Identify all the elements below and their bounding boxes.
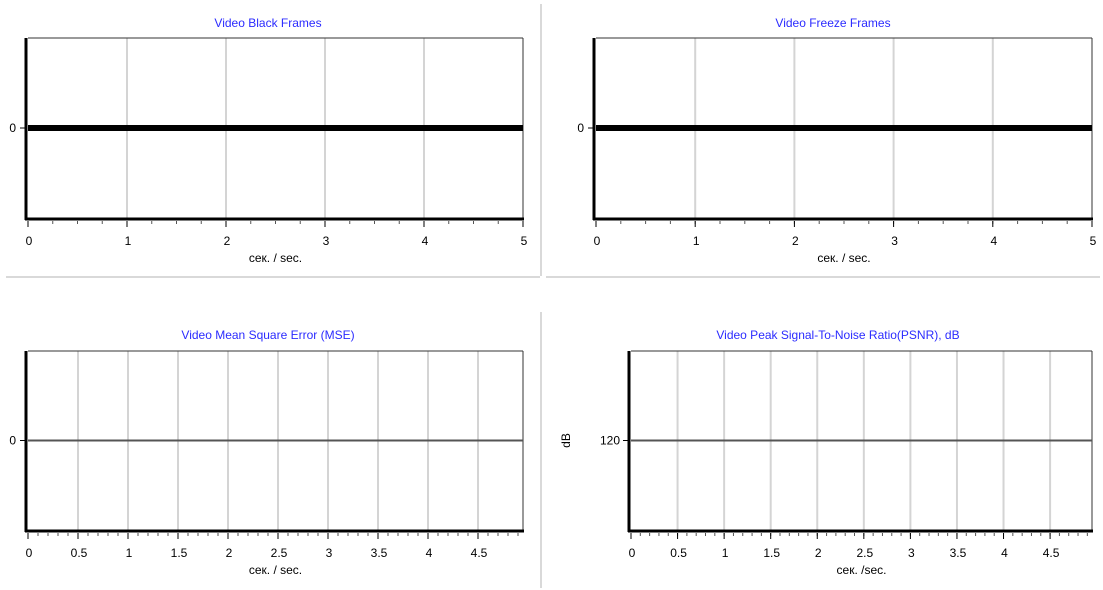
x-tick-label: 1	[125, 234, 132, 248]
x-tick-label: 0.5	[71, 546, 88, 560]
x-tick-label: 1.5	[171, 546, 188, 560]
x-tick-label: 3.5	[371, 546, 388, 560]
x-axis-label: сек. /sec.	[837, 563, 887, 577]
x-tick-label: 2	[815, 546, 822, 560]
x-tick-label: 1	[693, 234, 700, 248]
x-tick-label: 4.5	[471, 546, 488, 560]
freeze-frames-chart: Video Freeze Frames 0 1 2 3 4 5 сек. / sec. 0	[577, 16, 1097, 265]
chart-panel-mse: Video Mean Square Error (MSE) 0 0.5 1 1.5 2 2.…	[0, 312, 540, 588]
x-axis-label: сек. / sec.	[817, 251, 870, 265]
chart-panel-freeze-frames: Video Freeze Frames 0 1 2 3 4 5 сек. / sec. 0	[548, 0, 1100, 276]
x-tick-label: 0	[26, 234, 33, 248]
x-tick-label: 4.5	[1043, 546, 1060, 560]
horizontal-divider-left	[6, 276, 540, 278]
chart-panel-black-frames: Video Black Frames 0 1 2 3 4 5 сек. / sec. 0	[0, 0, 540, 276]
y-tick-label: 0	[577, 121, 584, 135]
psnr-chart: Video Peak Signal-To-Noise Ratio(PSNR), …	[559, 328, 1093, 577]
chart-title: Video Peak Signal-To-Noise Ratio(PSNR), …	[716, 328, 959, 342]
mse-chart: Video Mean Square Error (MSE) 0 0.5 1 1.5 2 2.…	[9, 328, 524, 577]
x-tick-label: 4	[426, 546, 433, 560]
chart-panel-psnr: Video Peak Signal-To-Noise Ratio(PSNR), …	[548, 312, 1100, 588]
x-tick-label: 0	[629, 546, 636, 560]
y-tick-label: 0	[9, 121, 16, 135]
x-tick-label: 3.5	[950, 546, 967, 560]
x-tick-label: 4	[422, 234, 429, 248]
x-tick-label: 2	[224, 234, 231, 248]
x-tick-label: 1	[722, 546, 729, 560]
x-axis-label: сек. / sec.	[249, 251, 302, 265]
x-tick-label: 2.5	[856, 546, 873, 560]
x-tick-label: 2.5	[271, 546, 288, 560]
y-tick-label: 120	[600, 434, 620, 448]
x-tick-label: 4	[1001, 546, 1008, 560]
x-tick-label: 4	[990, 234, 997, 248]
horizontal-divider-right	[546, 276, 1100, 278]
vertical-divider-bottom	[540, 312, 542, 588]
x-tick-label: 0	[594, 234, 601, 248]
black-frames-chart: Video Black Frames 0 1 2 3 4 5 сек. / sec. 0	[9, 16, 528, 265]
x-tick-label: 1.5	[763, 546, 780, 560]
y-tick-label: 0	[9, 434, 16, 448]
chart-title: Video Freeze Frames	[775, 16, 890, 30]
chart-title: Video Mean Square Error (MSE)	[181, 328, 354, 342]
x-tick-label: 3	[891, 234, 898, 248]
y-axis-label: dB	[559, 433, 573, 448]
chart-title: Video Black Frames	[214, 16, 321, 30]
x-axis-label: сек. / sec.	[249, 563, 302, 577]
x-tick-label: 3	[323, 234, 330, 248]
x-tick-label: 0.5	[670, 546, 687, 560]
x-tick-label: 5	[521, 234, 528, 248]
x-tick-label: 5	[1090, 234, 1097, 248]
x-tick-label: 3	[326, 546, 333, 560]
x-tick-label: 2	[226, 546, 233, 560]
x-tick-label: 1	[126, 546, 133, 560]
x-tick-label: 3	[908, 546, 915, 560]
x-tick-label: 0	[26, 546, 33, 560]
vertical-divider-top	[540, 4, 542, 276]
x-tick-label: 2	[792, 234, 799, 248]
